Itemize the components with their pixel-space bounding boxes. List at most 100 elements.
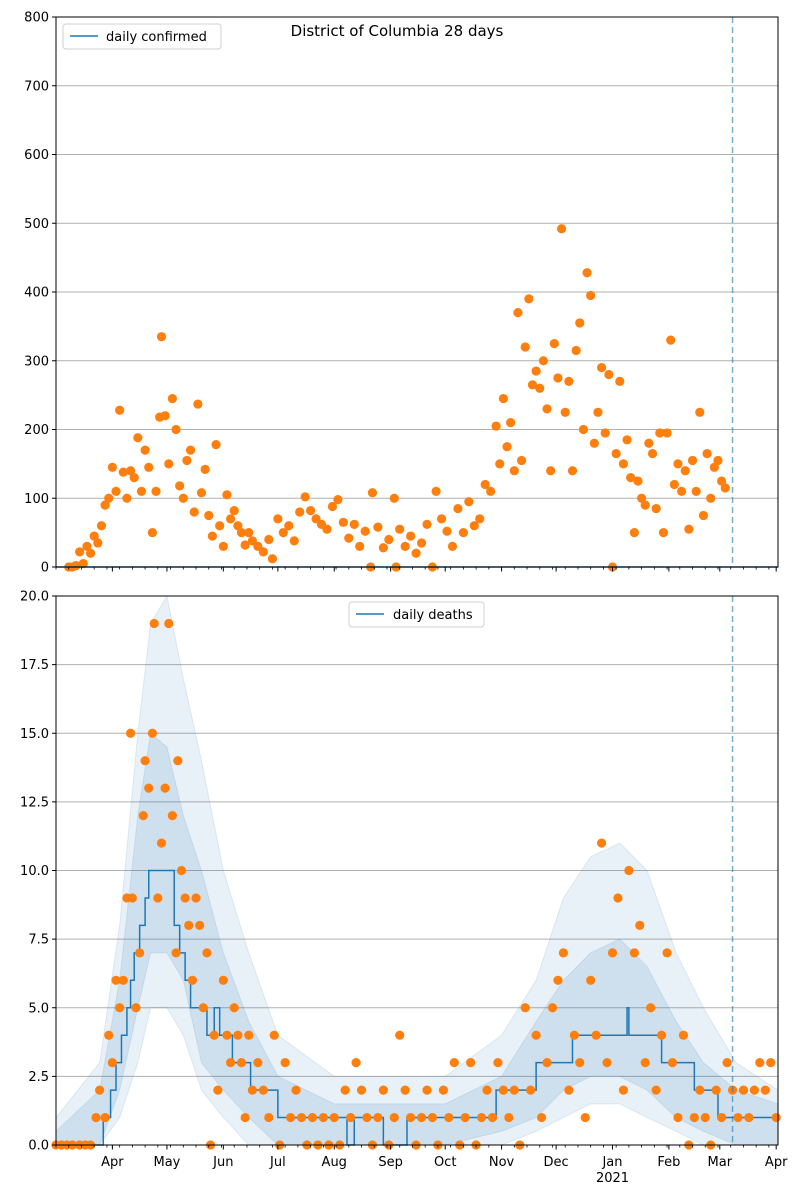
- deaths-y-tick-label: 15.0: [20, 727, 49, 742]
- confirmed-point: [600, 428, 610, 438]
- deaths-point: [140, 756, 150, 766]
- deaths-y-tick-label: 0.0: [28, 1139, 49, 1154]
- deaths-point: [558, 948, 569, 958]
- confirmed-point: [604, 369, 614, 380]
- confirmed-point: [111, 486, 121, 496]
- confirmed-point: [133, 433, 143, 443]
- deaths-y-ticks: 0.0 2.5 5.0 7.5 10.0 12.5 15.0 17.5 20.0: [20, 590, 56, 1154]
- deaths-point: [269, 1030, 279, 1040]
- deaths-point: [111, 975, 121, 985]
- deaths-x-tick-label: Dec: [544, 1155, 569, 1170]
- confirmed-y-tick-label: 400: [24, 286, 49, 301]
- confirmed-legend-box: [62, 23, 222, 50]
- confirmed-point: [633, 476, 643, 486]
- confirmed-point: [513, 308, 523, 318]
- confirmed-point: [164, 459, 174, 469]
- deaths-series-line: [56, 869, 778, 1146]
- confirmed-point: [82, 541, 92, 551]
- confirmed-point: [582, 268, 592, 278]
- confirmed-point: [267, 554, 278, 564]
- confirmed-point: [495, 459, 505, 469]
- deaths-point: [118, 975, 128, 985]
- deaths-x-tick-label: Nov: [489, 1155, 515, 1170]
- deaths-point: [482, 1085, 492, 1095]
- confirmed-point: [520, 342, 530, 352]
- confirmed-point: [542, 404, 552, 414]
- confirmed-points: [64, 224, 730, 572]
- confirmed-point: [378, 543, 388, 553]
- confirmed-point: [553, 373, 563, 383]
- deaths-point: [229, 1003, 239, 1013]
- deaths-legend-label: daily deaths: [393, 608, 473, 623]
- deaths-y-tick-label: 12.5: [20, 795, 49, 810]
- confirmed-point: [327, 501, 338, 512]
- confirmed-point: [567, 466, 578, 476]
- confirmed-point: [556, 224, 567, 234]
- deaths-point: [225, 1058, 236, 1068]
- confirmed-y-tick-label: 0: [41, 561, 49, 576]
- deaths-point: [700, 1112, 710, 1123]
- confirmed-point: [453, 503, 463, 514]
- deaths-point: [209, 1030, 219, 1040]
- deaths-x-tick-label: Feb: [657, 1155, 680, 1170]
- deaths-point: [635, 920, 645, 931]
- deaths-point: [213, 1085, 223, 1095]
- deaths-point: [247, 1085, 258, 1095]
- confirmed-point: [615, 376, 625, 386]
- confirmed-point: [93, 538, 103, 548]
- confirmed-point: [178, 493, 188, 503]
- confirmed-point: [647, 448, 658, 459]
- confirmed-point: [71, 561, 81, 571]
- deaths-point: [329, 1112, 339, 1123]
- deaths-point: [689, 1112, 699, 1123]
- confirmed-point: [717, 476, 727, 486]
- confirmed-point: [233, 521, 243, 531]
- deaths-point: [531, 1030, 541, 1040]
- confirmed-panel: 0 100 200 300 400 500 600 700 800 District of Co…: [24, 11, 779, 576]
- deaths-y-tick-label: 5.0: [28, 1001, 49, 1016]
- confirmed-point: [211, 440, 221, 450]
- confirmed-point: [78, 558, 88, 569]
- confirmed-point: [278, 528, 288, 538]
- deaths-point: [526, 1085, 536, 1095]
- deaths-point: [651, 1085, 661, 1095]
- deaths-point: [127, 893, 137, 903]
- confirmed-point: [85, 548, 96, 558]
- deaths-point: [149, 618, 159, 629]
- confirmed-point: [436, 514, 447, 524]
- confirmed-point: [125, 466, 136, 476]
- deaths-point: [607, 948, 618, 958]
- confirmed-point: [373, 522, 383, 532]
- deaths-point: [591, 1030, 601, 1040]
- confirmed-point: [702, 448, 712, 459]
- confirmed-point: [571, 345, 581, 356]
- confirmed-point: [431, 486, 441, 496]
- deaths-point: [444, 1112, 454, 1123]
- confirmed-point: [222, 490, 232, 500]
- confirmed-point: [637, 493, 647, 503]
- deaths-point: [662, 948, 672, 958]
- confirmed-point: [458, 528, 468, 538]
- deaths-point: [602, 1058, 612, 1068]
- confirmed-y-tick-label: 200: [24, 423, 49, 438]
- deaths-point: [147, 728, 157, 738]
- deaths-point: [553, 975, 563, 985]
- confirmed-point: [160, 411, 170, 421]
- confirmed-point: [236, 528, 247, 538]
- confirmed-point: [104, 493, 114, 503]
- confirmed-point: [498, 393, 508, 404]
- deaths-point: [460, 1112, 470, 1123]
- confirmed-point: [706, 493, 716, 503]
- deaths-x-tick-label: Aug: [322, 1155, 347, 1170]
- confirmed-point: [107, 462, 117, 472]
- confirmed-point: [122, 493, 132, 503]
- confirmed-point: [673, 459, 683, 469]
- deaths-point: [738, 1085, 749, 1095]
- deaths-point: [378, 1085, 388, 1095]
- deaths-point: [153, 893, 163, 903]
- deaths-x-tick-label: Jan: [601, 1155, 622, 1170]
- confirmed-point: [491, 421, 501, 431]
- confirmed-point: [687, 455, 698, 466]
- deaths-point: [498, 1085, 508, 1095]
